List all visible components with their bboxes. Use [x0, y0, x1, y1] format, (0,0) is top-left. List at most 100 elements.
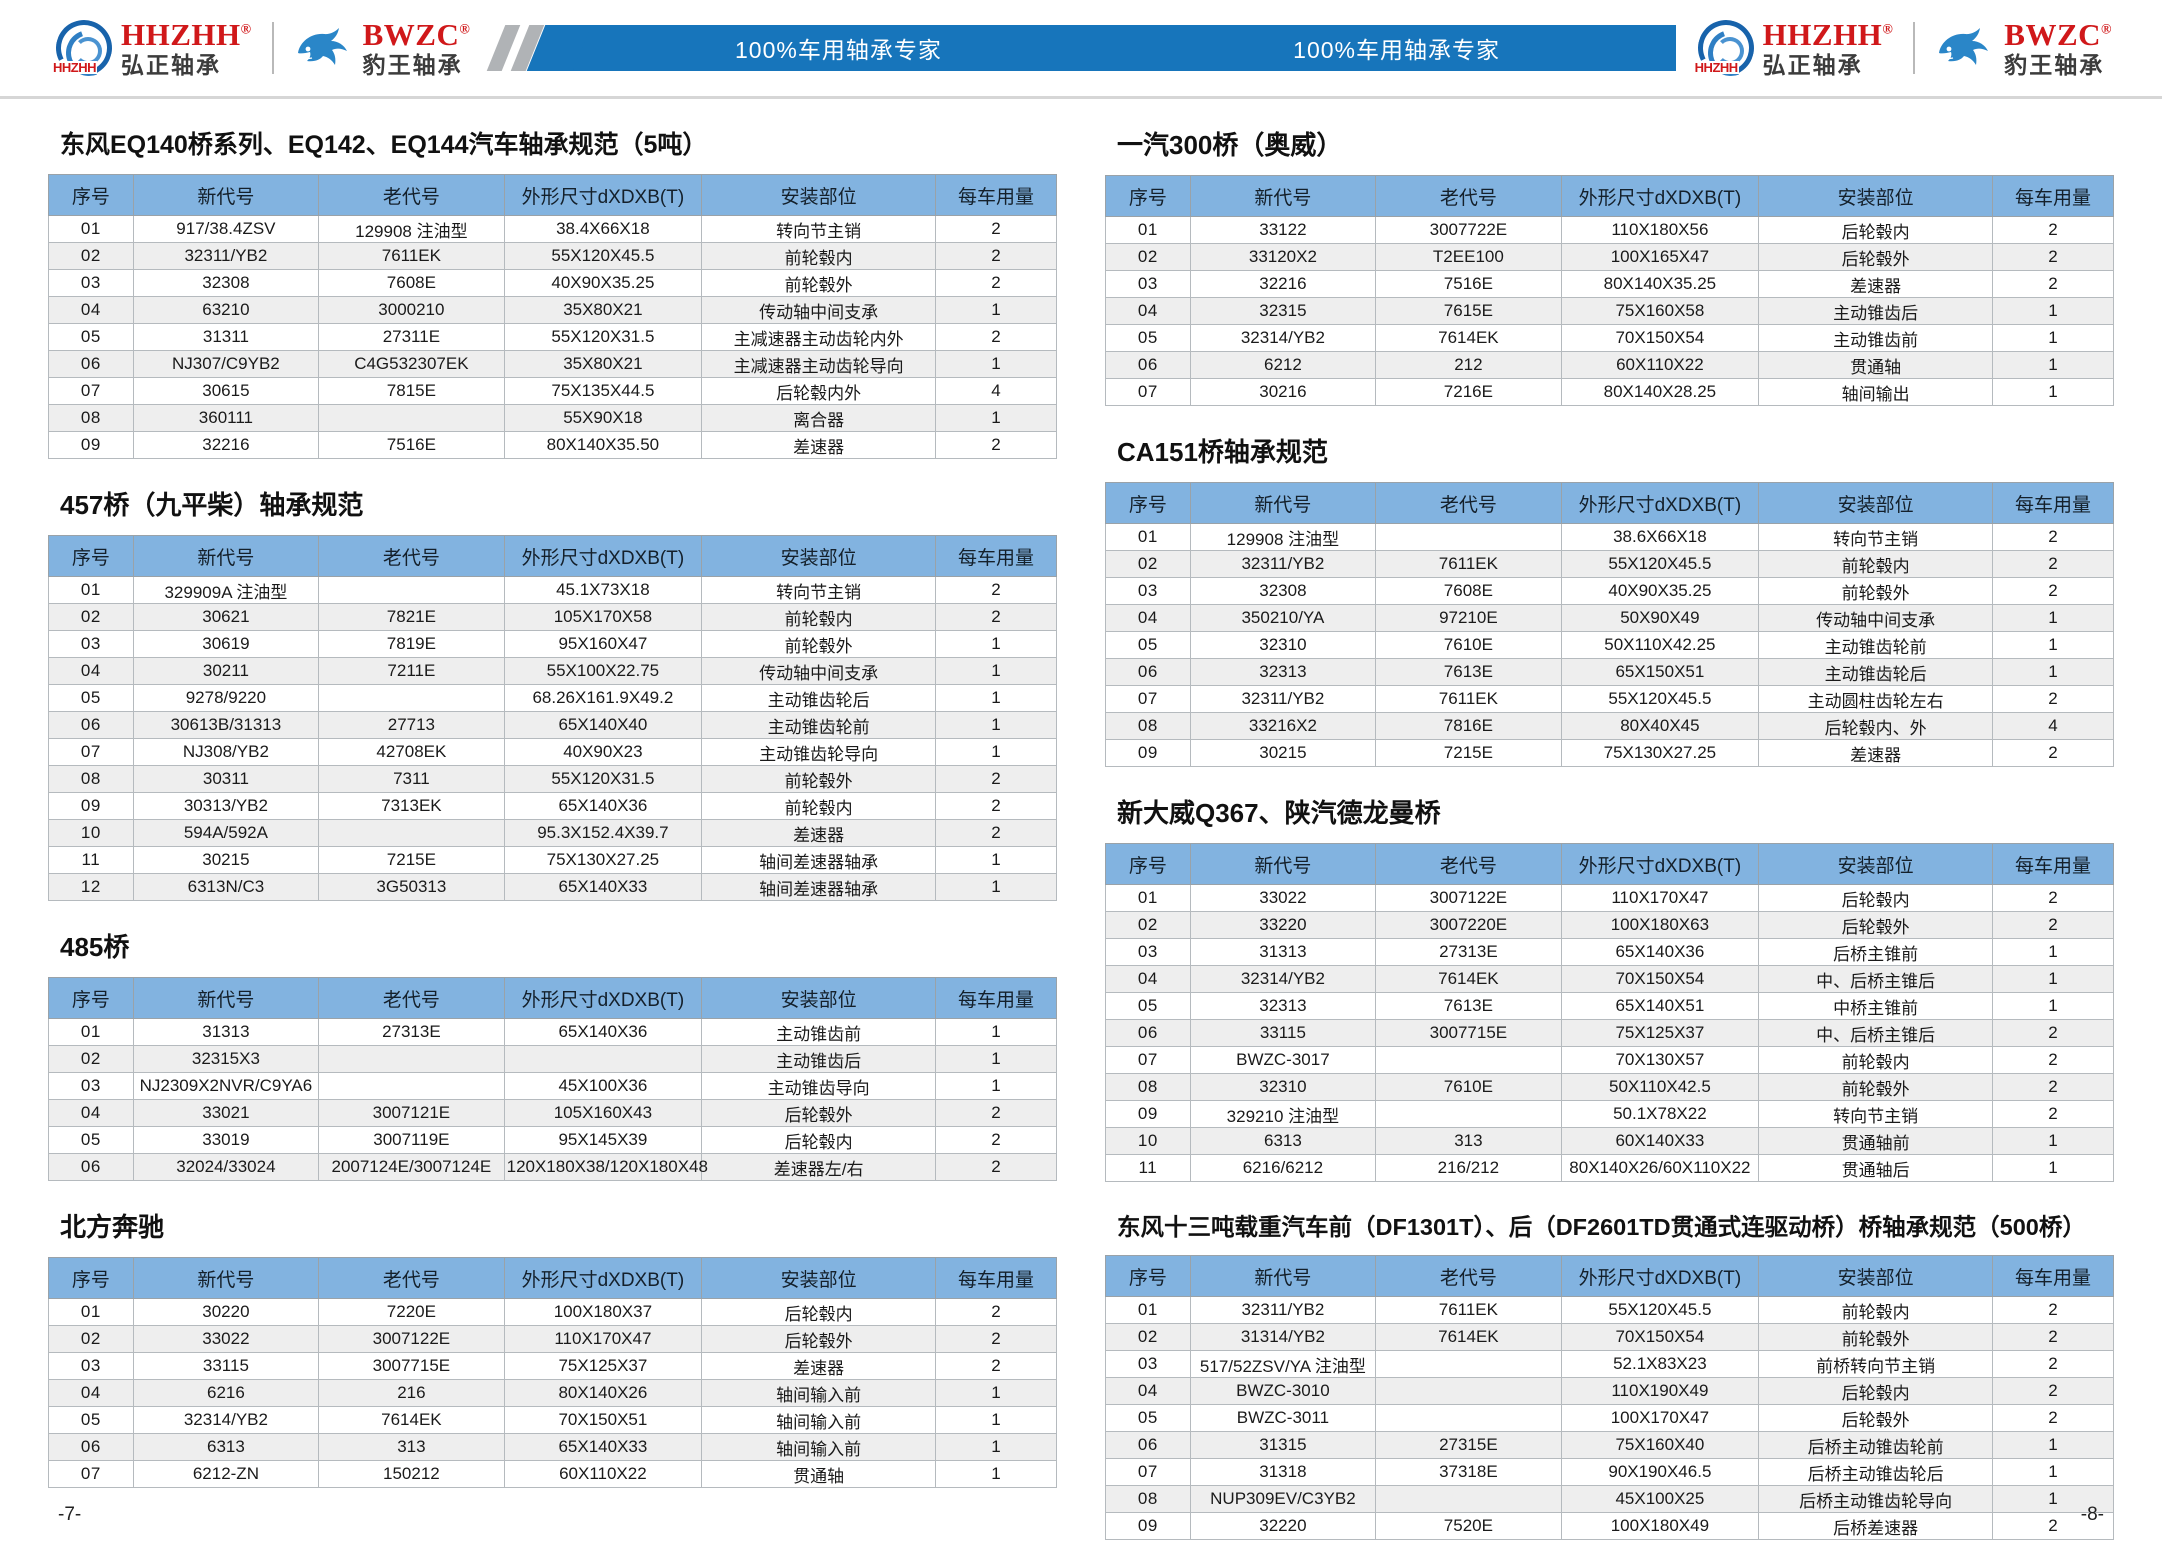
cell-外形尺寸dXDXB(T): 70X130X57 — [1560, 1046, 1760, 1074]
page-header: HHZHH HHZHH® 弘正轴承 BWZC® — [0, 0, 2162, 96]
cell-每车用量: 1 — [1992, 1431, 2114, 1459]
cell-每车用量: 1 — [1992, 631, 2114, 659]
cell-老代号: 37318E — [1375, 1458, 1562, 1486]
cell-每车用量: 1 — [1992, 965, 2114, 993]
cell-新代号: 917/38.4ZSV — [132, 215, 320, 243]
cell-序号: 06 — [1105, 1431, 1191, 1459]
spec-table: 序号 新代号 老代号 外形尺寸dXDXB(T) 安装部位 每车用量 01 31313 27313… — [48, 977, 1057, 1181]
cell-每车用量: 1 — [935, 711, 1057, 739]
cell-序号: 07 — [1105, 685, 1191, 713]
section-title: 新大威Q367、陕汽德龙曼桥 — [1117, 798, 1441, 828]
cell-每车用量: 1 — [935, 350, 1057, 378]
table-row: 06 33115 3007715E 75X125X37 中、后桥主锥后 2 — [1105, 1019, 2114, 1047]
cell-新代号: 32308 — [132, 269, 320, 297]
cell-每车用量: 2 — [935, 576, 1057, 604]
column-header-4: 安装部位 — [1758, 843, 1994, 885]
table-row: 02 33120X2 T2EE100 100X165X47 后轮毂外 2 — [1105, 243, 2114, 271]
table-header-row: 序号 新代号 老代号 外形尺寸dXDXB(T) 安装部位 每车用量 — [48, 174, 1057, 216]
cell-安装部位: 主减速器主动齿轮导向 — [701, 350, 937, 378]
cell-外形尺寸dXDXB(T): 65X140X33 — [503, 1433, 703, 1461]
cell-每车用量: 2 — [935, 323, 1057, 351]
cell-新代号: 30313/YB2 — [132, 792, 320, 820]
cell-外形尺寸dXDXB(T): 55X120X31.5 — [503, 323, 703, 351]
cell-老代号: 3007715E — [1375, 1019, 1562, 1047]
section-title: 一汽300桥（奥威） — [1117, 130, 1343, 160]
cell-每车用量: 1 — [1992, 1485, 2114, 1513]
cell-安装部位: 前轮毂外 — [1758, 1323, 1994, 1351]
header-banner: 100%车用轴承专家 100%车用轴承专家 — [487, 25, 1676, 71]
column-header-5: 每车用量 — [935, 977, 1057, 1019]
cell-新代号: 32216 — [132, 431, 320, 459]
cell-外形尺寸dXDXB(T): 95X145X39 — [503, 1126, 703, 1154]
section-title: 457桥（九平柴）轴承规范 — [60, 490, 364, 520]
cell-新代号: 33022 — [132, 1325, 320, 1353]
cell-外形尺寸dXDXB(T): 65X140X33 — [503, 873, 703, 901]
cell-序号: 04 — [1105, 1377, 1191, 1405]
cell-老代号: 216/212 — [1375, 1154, 1562, 1182]
table-row: 10 6313 313 60X140X33 贯通轴前 1 — [1105, 1127, 2114, 1155]
cell-外形尺寸dXDXB(T): 100X170X47 — [1560, 1404, 1760, 1432]
table-row: 09 32216 7516E 80X140X35.50 差速器 2 — [48, 431, 1057, 459]
cell-每车用量: 1 — [1992, 1154, 2114, 1182]
cell-安装部位: 主动锥齿前 — [701, 1018, 937, 1046]
cell-老代号 — [1375, 1377, 1562, 1405]
cell-安装部位: 差速器 — [1758, 270, 1994, 298]
cell-外形尺寸dXDXB(T): 110X180X56 — [1560, 216, 1760, 244]
column-header-1: 新代号 — [1189, 175, 1377, 217]
cell-老代号: 7215E — [1375, 739, 1562, 767]
left-column: 东风EQ140桥系列、EQ142、EQ144汽车轴承规范（5吨） 序号 新代号 老代号… — [48, 125, 1057, 1540]
cell-序号: 04 — [48, 657, 134, 685]
hhzhh-logo-en: HHZHH® — [121, 17, 252, 52]
cell-安装部位: 转向节主销 — [701, 215, 937, 243]
cell-每车用量: 2 — [935, 431, 1057, 459]
table-row: 04 BWZC-3010 110X190X49 后轮毂内 2 — [1105, 1377, 2114, 1405]
cell-外形尺寸dXDXB(T): 40X90X35.25 — [1560, 577, 1760, 605]
cell-新代号: NJ308/YB2 — [132, 738, 320, 766]
cell-新代号: 6313N/C3 — [132, 873, 320, 901]
cell-安装部位: 后轮毂内 — [1758, 1377, 1994, 1405]
table-row: 08 NUP309EV/C3YB2 45X100X25 后桥主动锥齿轮导向 1 — [1105, 1485, 2114, 1513]
section-title: 东风十三吨载重汽车前（DF1301T）、后（DF2601TD贯通式连驱动桥）桥轴… — [1117, 1214, 2086, 1240]
cell-安装部位: 后轮毂外 — [701, 1099, 937, 1127]
cell-新代号: 33216X2 — [1189, 712, 1377, 740]
cell-新代号: 30215 — [132, 846, 320, 874]
cell-新代号: 594A/592A — [132, 819, 320, 847]
cell-老代号: 7516E — [1375, 270, 1562, 298]
cell-老代号: 7608E — [318, 269, 505, 297]
cell-老代号 — [1375, 1485, 1562, 1513]
cell-外形尺寸dXDXB(T): 60X110X22 — [1560, 351, 1760, 379]
cell-外形尺寸dXDXB(T): 52.1X83X23 — [1560, 1350, 1760, 1378]
cell-外形尺寸dXDXB(T): 75X160X58 — [1560, 297, 1760, 325]
cell-序号: 02 — [1105, 1323, 1191, 1351]
column-header-2: 老代号 — [318, 535, 505, 577]
cell-安装部位: 前轮毂外 — [1758, 1073, 1994, 1101]
cell-每车用量: 2 — [935, 1153, 1057, 1181]
cell-安装部位: 轴间输出 — [1758, 378, 1994, 406]
cell-安装部位: 传动轴中间支承 — [1758, 604, 1994, 632]
cell-老代号: 150212 — [318, 1460, 505, 1488]
column-header-2: 老代号 — [318, 1257, 505, 1299]
cell-外形尺寸dXDXB(T): 70X150X54 — [1560, 324, 1760, 352]
cell-安装部位: 前轮毂内 — [1758, 1046, 1994, 1074]
cell-老代号: 27313E — [1375, 938, 1562, 966]
cell-新代号: 129908 注油型 — [1189, 523, 1377, 551]
table-row: 01 33022 3007122E 110X170X47 后轮毂内 2 — [1105, 884, 2114, 912]
cell-序号: 09 — [1105, 739, 1191, 767]
table-row: 03 30619 7819E 95X160X47 前轮毂外 1 — [48, 630, 1057, 658]
cell-新代号: 32216 — [1189, 270, 1377, 298]
cell-外形尺寸dXDXB(T): 55X120X45.5 — [1560, 685, 1760, 713]
table-row: 09 30215 7215E 75X130X27.25 差速器 2 — [1105, 739, 2114, 767]
table-row: 09 32220 7520E 100X180X49 后桥差速器 2 — [1105, 1512, 2114, 1540]
spec-section: 新大威Q367、陕汽德龙曼桥 序号 新代号 老代号 外形尺寸dXDXB(T) 安装部位 每车… — [1105, 793, 2114, 1182]
cell-老代号: 7611EK — [1375, 1296, 1562, 1324]
bwzc-logo-cn-right: 豹王轴承 — [2004, 52, 2105, 78]
cell-外形尺寸dXDXB(T): 65X140X40 — [503, 711, 703, 739]
table-row: 08 33216X2 7816E 80X40X45 后轮毂内、外 4 — [1105, 712, 2114, 740]
cell-新代号: BWZC-3017 — [1189, 1046, 1377, 1074]
cell-外形尺寸dXDXB(T): 110X170X47 — [503, 1325, 703, 1353]
cell-老代号: 7211E — [318, 657, 505, 685]
column-header-2: 老代号 — [318, 977, 505, 1019]
cell-每车用量: 2 — [935, 765, 1057, 793]
table-row: 07 30615 7815E 75X135X44.5 后轮毂内外 4 — [48, 377, 1057, 405]
